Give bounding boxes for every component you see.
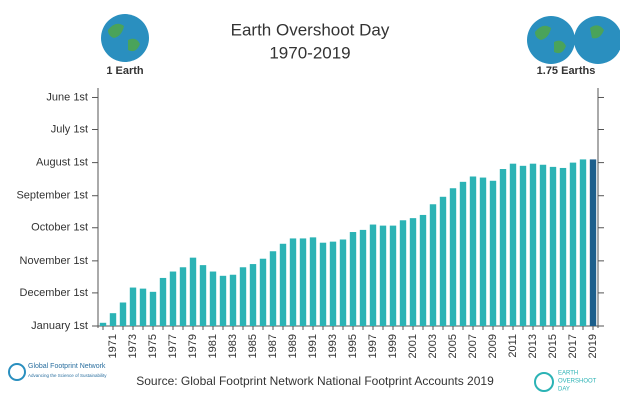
x-tick-label: 1987	[267, 334, 279, 358]
earth-icon	[527, 16, 620, 64]
bar	[359, 229, 367, 326]
earth-icon	[101, 14, 149, 62]
bar	[399, 220, 407, 326]
icon-label: 1.75 Earths	[537, 65, 596, 77]
chart-subtitle: 1970-2019	[269, 43, 350, 62]
x-tick-label: 2015	[547, 334, 559, 358]
gfn-logo: Global Footprint Network Advancing the S…	[8, 363, 107, 381]
bar	[479, 177, 487, 326]
bar	[529, 163, 537, 326]
bar	[189, 257, 197, 326]
bar	[139, 288, 147, 326]
logo-text: Global Footprint Network	[28, 363, 106, 370]
bar	[259, 258, 267, 326]
bar	[99, 322, 107, 326]
x-tick-label: 1999	[387, 334, 399, 358]
bar	[109, 313, 117, 326]
bar	[559, 167, 567, 326]
x-tick-label: 2011	[507, 334, 519, 358]
y-tick-label: June 1st	[46, 91, 88, 103]
x-tick-label: 1983	[227, 334, 239, 358]
bar	[549, 166, 557, 326]
y-tick-label: September 1st	[16, 190, 88, 202]
x-tick-label: 2001	[407, 334, 419, 358]
bar	[269, 251, 277, 326]
logo-text: EARTH	[558, 371, 578, 377]
bar	[519, 165, 527, 326]
x-tick-label: 2009	[487, 334, 499, 358]
bar	[489, 180, 497, 326]
bar	[209, 271, 217, 326]
y-tick-label: December 1st	[20, 287, 88, 299]
x-tick-label: 2007	[467, 334, 479, 358]
bar	[129, 287, 137, 326]
y-tick-label: October 1st	[31, 222, 88, 234]
y-tick-label: January 1st	[31, 320, 88, 332]
bar	[329, 241, 337, 326]
bar	[379, 225, 387, 326]
x-tick-label: 2019	[587, 334, 599, 358]
x-tick-label: 1991	[307, 334, 319, 358]
logo-tagline: Advancing the Science of Sustainability	[28, 373, 107, 378]
logo-text: OVERSHOOT	[558, 379, 597, 385]
icon-label: 1 Earth	[106, 65, 144, 77]
x-tick-label: 1981	[207, 334, 219, 358]
bar	[339, 239, 347, 326]
bar	[499, 169, 507, 326]
bar	[439, 196, 447, 326]
bar	[219, 275, 227, 326]
x-tick-label: 1995	[347, 334, 359, 358]
bar	[299, 238, 307, 326]
bar	[429, 204, 437, 326]
bar	[349, 232, 357, 326]
bar	[179, 267, 187, 326]
x-tick-label: 1979	[187, 334, 199, 358]
x-tick-label: 1989	[287, 334, 299, 358]
bar	[369, 224, 377, 326]
bar	[459, 181, 467, 326]
x-tick-label: 1993	[327, 334, 339, 358]
x-tick-label: 1975	[147, 334, 159, 358]
bar	[539, 164, 547, 326]
x-tick-label: 2003	[427, 334, 439, 358]
bar	[569, 162, 577, 326]
bar	[319, 242, 327, 326]
bar	[309, 237, 317, 326]
y-tick-label: November 1st	[20, 255, 88, 267]
chart-title: Earth Overshoot Day	[231, 20, 390, 39]
y-tick-label: August 1st	[36, 157, 88, 169]
bar	[409, 218, 417, 326]
x-tick-label: 2005	[447, 334, 459, 358]
bar	[589, 159, 597, 326]
bar	[159, 277, 167, 326]
bar	[289, 238, 297, 326]
bar	[389, 225, 397, 326]
bar	[279, 243, 287, 326]
x-tick-label: 1971	[107, 334, 119, 358]
x-tick-label: 2013	[527, 334, 539, 358]
bar	[119, 302, 127, 326]
bar	[509, 163, 517, 326]
eod-logo: EARTH OVERSHOOT DAY	[534, 371, 597, 393]
bar	[579, 159, 587, 326]
x-tick-label: 1997	[367, 334, 379, 358]
bar	[239, 267, 247, 326]
logo-text: DAY	[558, 387, 570, 393]
bar	[249, 264, 257, 326]
bar	[149, 291, 157, 326]
x-tick-label: 1985	[247, 334, 259, 358]
bar	[199, 265, 207, 326]
y-tick-label: July 1st	[51, 123, 88, 135]
x-tick-label: 1977	[167, 334, 179, 358]
source-note: Source: Global Footprint Network Nationa…	[136, 374, 494, 388]
bar	[419, 214, 427, 326]
bar	[469, 176, 477, 326]
bar	[169, 271, 177, 326]
bar	[229, 274, 237, 326]
x-tick-label: 1973	[127, 334, 139, 358]
x-tick-label: 2017	[567, 334, 579, 358]
bar	[449, 188, 457, 326]
